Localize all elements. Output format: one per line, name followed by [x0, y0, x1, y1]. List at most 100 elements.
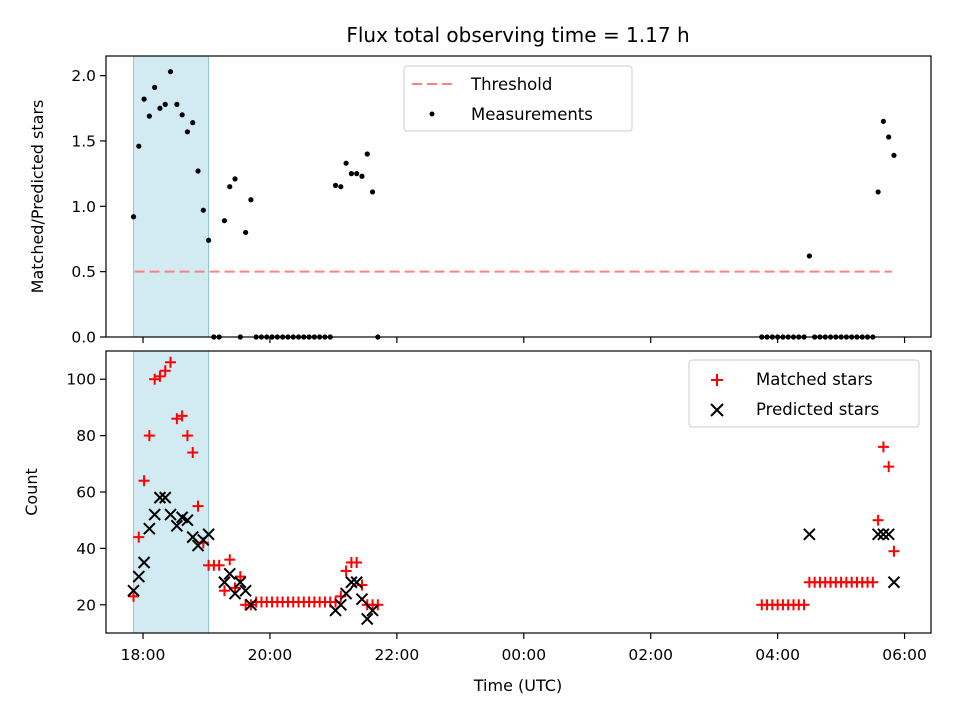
- measurement-point: [157, 105, 163, 111]
- matched-star-point: [224, 554, 236, 566]
- measurement-point: [184, 129, 191, 135]
- x-tick-label: 04:00: [755, 646, 800, 664]
- measurement-point: [343, 160, 349, 166]
- predicted-star-point: [137, 556, 151, 569]
- predicted-star-point: [887, 576, 901, 589]
- predicted-star-point: [143, 522, 156, 535]
- top-legend-box: [403, 65, 633, 132]
- matched-star-point: [192, 500, 204, 512]
- bottom-y-tick-label: 80: [76, 427, 96, 445]
- measurement-point: [364, 151, 370, 157]
- predicted-star-point: [882, 528, 895, 541]
- matched-star-point: [234, 571, 246, 583]
- matched-star-point: [883, 461, 895, 473]
- top-axes-frame: [105, 55, 932, 338]
- predicted-star-point: [202, 528, 215, 541]
- measurement-point: [152, 84, 158, 90]
- legend-measurements-swatch: [429, 111, 435, 117]
- predicted-star-point: [159, 491, 172, 504]
- x-tick-label: 20:00: [248, 646, 293, 664]
- matched-star-point: [165, 356, 177, 368]
- measurement-point: [338, 184, 344, 190]
- matched-star-point: [143, 430, 155, 442]
- legend-predicted-swatch: [710, 403, 724, 417]
- predicted-star-point: [871, 528, 885, 541]
- predicted-star-point: [334, 598, 348, 612]
- bottom-y-tick-label: 40: [76, 540, 96, 558]
- matched-star-point: [138, 475, 150, 487]
- measurement-points: [130, 69, 897, 340]
- predicted-star-point: [239, 584, 252, 597]
- measurement-point: [167, 69, 174, 75]
- measurement-point: [332, 182, 339, 188]
- measurement-point: [162, 101, 168, 107]
- predicted-stars-points: [127, 491, 901, 626]
- matched-star-point: [877, 441, 889, 453]
- x-tick-label: 18:00: [121, 646, 166, 664]
- measurement-point: [891, 152, 897, 158]
- bottom-legend-box: [688, 359, 920, 428]
- x-tick-label: 06:00: [882, 646, 927, 664]
- predicted-star-point: [132, 570, 145, 583]
- measurement-point: [359, 173, 365, 179]
- highlight-span-top: [133, 55, 209, 338]
- matched-star-point: [154, 370, 166, 382]
- predicted-star-point: [181, 513, 194, 527]
- legend-matched-swatch: [711, 374, 723, 386]
- predicted-star-point: [148, 508, 161, 521]
- matched-star-point: [133, 531, 145, 543]
- measurement-point: [205, 237, 212, 243]
- matched-star-point: [351, 557, 363, 568]
- x-tick-label: 02:00: [628, 646, 673, 664]
- bottom-axes-frame: [105, 350, 932, 634]
- predicted-star-point: [350, 576, 363, 589]
- measurement-point: [248, 197, 254, 203]
- predicted-star-point: [127, 584, 140, 597]
- measurement-point: [348, 171, 354, 177]
- measurement-point: [806, 253, 812, 259]
- top-y-axis-label: Matched/Predicted stars: [28, 100, 47, 294]
- matched-star-point: [187, 447, 199, 459]
- bottom-y-tick-label: 60: [76, 484, 96, 502]
- matched-star-point: [213, 559, 225, 571]
- measurement-point: [369, 189, 376, 195]
- matched-star-point: [218, 585, 230, 597]
- measurement-point: [227, 184, 233, 190]
- measurement-point: [179, 112, 185, 118]
- predicted-star-point: [355, 592, 369, 606]
- count-panel: 20 40 60 80 100 18:00 20:00 22:00 00:00 02:00 04:…: [22, 350, 932, 695]
- bottom-y-axis-label: Count: [22, 468, 41, 516]
- predicted-star-point: [234, 576, 247, 589]
- predicted-star-point: [170, 519, 184, 533]
- measurement-point: [174, 101, 180, 107]
- predicted-star-point: [345, 576, 358, 589]
- matched-star-point: [176, 410, 188, 422]
- measurement-point: [190, 120, 196, 126]
- predicted-star-point: [244, 598, 258, 612]
- predicted-star-point: [366, 604, 379, 617]
- x-axis-label: Time (UTC): [473, 676, 562, 695]
- predicted-star-point: [228, 587, 242, 600]
- x-tick-label: 00:00: [501, 646, 546, 664]
- predicted-star-point: [164, 508, 177, 521]
- measurement-point: [136, 143, 142, 149]
- top-y-tick-label: 1.5: [71, 132, 96, 150]
- matched-star-point: [888, 545, 900, 557]
- top-legend: Threshold Measurements: [403, 65, 633, 132]
- measurement-point: [875, 189, 881, 195]
- matched-star-point: [159, 365, 171, 377]
- measurement-point: [141, 96, 147, 102]
- matched-star-point: [872, 514, 884, 526]
- top-y-tick-label: 0.5: [71, 263, 96, 281]
- predicted-star-point: [153, 491, 167, 504]
- top-y-tick-label: 1.0: [71, 198, 96, 216]
- bottom-y-ticks: 20 40 60 80 100: [66, 371, 106, 614]
- legend-predicted-label: Predicted stars: [756, 400, 879, 419]
- legend-matched-label: Matched stars: [756, 370, 873, 389]
- measurement-point: [880, 118, 887, 124]
- legend-threshold-label: Threshold: [470, 75, 552, 94]
- x-tick-label: 22:00: [375, 646, 420, 664]
- matched-star-point: [867, 576, 879, 588]
- chart-title: Flux total observing time = 1.17 h: [346, 23, 689, 47]
- bottom-x-ticks: 18:00 20:00 22:00 00:00 02:00 04:00 06:00: [121, 633, 927, 664]
